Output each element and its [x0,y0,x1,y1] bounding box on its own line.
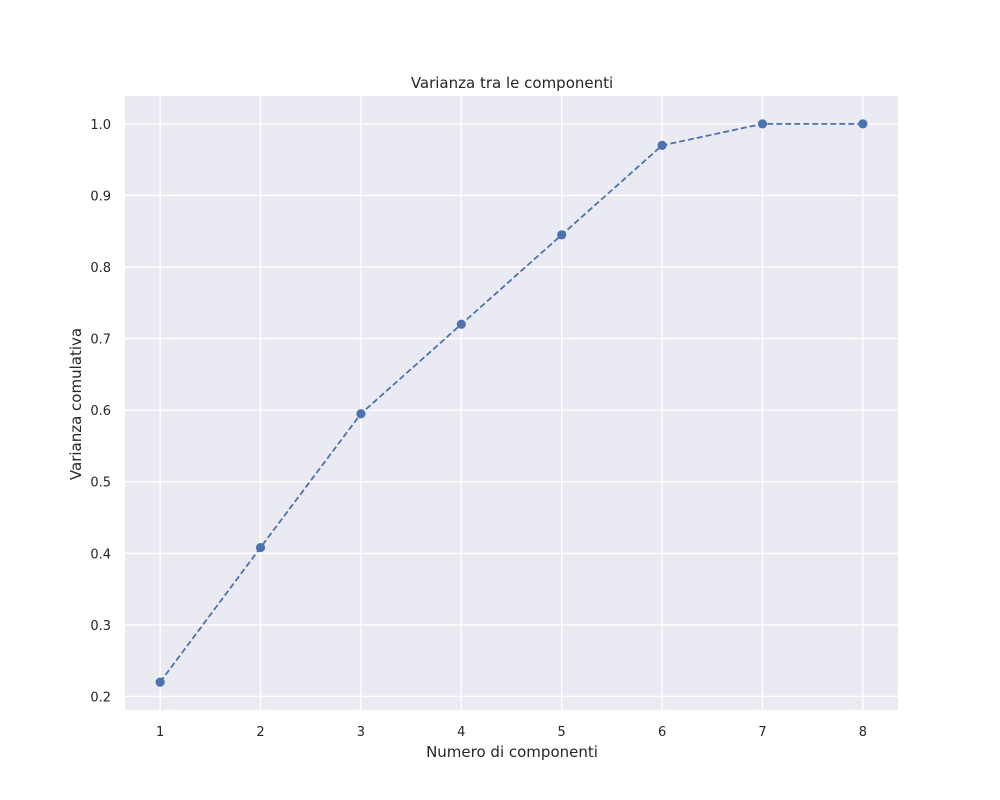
data-point [557,230,567,240]
y-tick-label: 0.7 [90,333,111,348]
x-tick-label: 2 [256,725,264,740]
y-tick-label: 0.9 [90,189,111,204]
y-axis-label: Varianza comulativa [67,328,85,480]
x-tick-label: 6 [658,725,666,740]
y-tick-label: 0.3 [90,619,111,634]
tick-labels: 1 2 3 4 5 6 7 8 0.2 0.3 0.4 0.5 0.6 0.7 0.8 0.9 1.0 [90,118,867,740]
data-point [757,119,768,129]
y-tick-label: 0.6 [90,404,111,419]
data-point [255,542,266,553]
y-tick-label: 0.4 [90,547,111,562]
grid [125,96,898,710]
x-tick-label: 8 [859,725,867,740]
data-point [155,677,165,687]
data-point [858,119,868,129]
series-layer [155,119,868,687]
chart-title: Varianza tra le componenti [411,74,613,92]
data-point [356,409,366,419]
y-tick-label: 0.8 [90,261,111,276]
data-point [657,140,667,150]
x-tick-label: 3 [357,725,365,740]
y-tick-label: 1.0 [90,118,111,133]
plot-background [125,96,898,710]
x-tick-label: 4 [457,725,465,740]
x-tick-label: 5 [558,725,566,740]
series-line [159,123,863,683]
x-tick-label: 1 [156,725,164,740]
x-tick-label: 7 [758,725,766,740]
y-tick-label: 0.2 [90,690,111,705]
x-axis-label: Numero di componenti [426,743,598,761]
y-tick-label: 0.5 [90,476,111,491]
data-point [456,319,466,329]
